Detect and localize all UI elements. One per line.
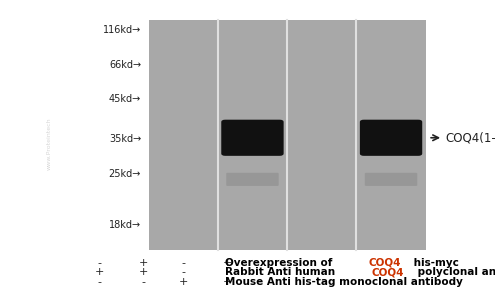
Text: +: +: [179, 277, 188, 287]
Text: +: +: [223, 258, 232, 267]
Text: 116kd→: 116kd→: [103, 25, 141, 35]
Text: COQ4(1-265aa);~: COQ4(1-265aa);~: [446, 131, 495, 144]
Text: -: -: [181, 267, 185, 277]
Text: www.Proteintech: www.Proteintech: [47, 117, 52, 170]
Text: +: +: [95, 267, 103, 277]
Text: 66kd→: 66kd→: [109, 60, 141, 69]
Text: COQ4: COQ4: [372, 267, 404, 277]
Text: -: -: [97, 258, 101, 267]
Text: Mouse Anti his-tag monoclonal antibody: Mouse Anti his-tag monoclonal antibody: [225, 277, 463, 287]
Text: COQ4: COQ4: [368, 258, 401, 267]
FancyBboxPatch shape: [226, 173, 279, 186]
Text: -: -: [226, 267, 230, 277]
Text: -: -: [181, 258, 185, 267]
FancyBboxPatch shape: [365, 173, 417, 186]
FancyBboxPatch shape: [360, 120, 422, 156]
Bar: [148, 20, 426, 250]
Text: 45kd→: 45kd→: [109, 94, 141, 104]
Text: +: +: [139, 267, 148, 277]
Text: -: -: [142, 277, 146, 287]
FancyBboxPatch shape: [221, 120, 284, 156]
Text: +: +: [223, 277, 232, 287]
Text: 35kd→: 35kd→: [109, 134, 141, 144]
Text: Overexpression of: Overexpression of: [225, 258, 336, 267]
Text: -: -: [97, 277, 101, 287]
Text: his-myc: his-myc: [410, 258, 459, 267]
Text: 25kd→: 25kd→: [109, 169, 141, 179]
Text: Rabbit Anti human: Rabbit Anti human: [225, 267, 339, 277]
Text: polyclonal antibody: polyclonal antibody: [414, 267, 495, 277]
Text: 18kd→: 18kd→: [109, 220, 141, 230]
Text: +: +: [139, 258, 148, 267]
